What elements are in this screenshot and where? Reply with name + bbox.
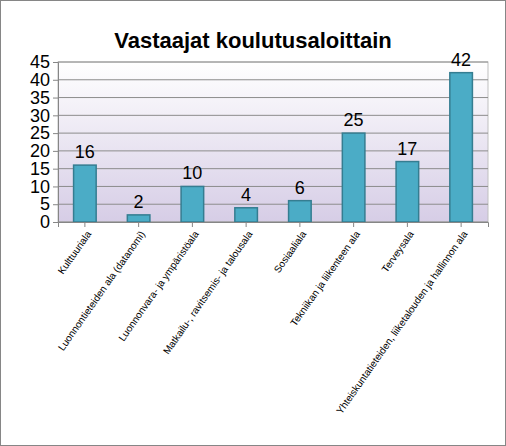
y-tick-label: 0: [40, 212, 50, 232]
y-axis-line: [53, 63, 59, 223]
y-tick-label: 20: [30, 141, 50, 161]
y-tick: 15: [30, 159, 58, 179]
data-label: 2: [134, 192, 144, 212]
bar: [235, 208, 258, 222]
bar: [450, 73, 473, 222]
y-tick-label: 5: [40, 194, 50, 214]
grid-line: [58, 133, 488, 134]
bar: [181, 186, 204, 222]
bar: [74, 165, 97, 222]
x-tick-label: Terveysala: [379, 228, 416, 274]
y-tick-mark: [53, 133, 58, 134]
y-tick-label: 10: [30, 177, 50, 197]
x-tick-label: Luonnontieteiden ala (datanomi): [56, 229, 147, 353]
y-tick-label: 30: [30, 106, 50, 126]
y-tick-mark: [53, 222, 58, 223]
data-label: 10: [182, 163, 202, 183]
y-tick-mark: [53, 186, 58, 187]
y-tick-label: 25: [30, 123, 50, 143]
x-tick-mark: [192, 222, 193, 227]
x-tick-mark: [246, 222, 247, 227]
y-tick-mark: [53, 204, 58, 205]
x-tick: Yhteiskuntatieteiden, liiketalouden ja h…: [334, 222, 470, 416]
x-axis-line: [59, 223, 489, 228]
data-label: 4: [241, 185, 251, 205]
x-tick-label: Tekniikan ja liikenteen ala: [288, 228, 362, 328]
data-label: 25: [344, 110, 364, 130]
grid: [58, 62, 488, 222]
x-tick: Tekniikan ja liikenteen ala: [288, 222, 362, 328]
bar: [127, 215, 150, 222]
y-tick-label: 15: [30, 159, 50, 179]
title: Vastaajat koulutusaloittain: [114, 28, 392, 53]
data-label: 16: [75, 142, 95, 162]
bar: [342, 133, 365, 222]
x-tick-mark: [299, 222, 300, 227]
y-tick-mark: [53, 98, 58, 99]
grid-line: [58, 62, 488, 63]
x-tick-mark: [461, 222, 462, 227]
y-tick: 40: [30, 70, 58, 90]
x-tick-label: Sosiaaliala: [272, 228, 309, 274]
bars: [74, 73, 473, 222]
y-tick: 20: [30, 141, 58, 161]
grid-line: [58, 97, 488, 98]
y-axis: 051015202530354045: [30, 52, 59, 232]
y-tick: 35: [30, 88, 58, 108]
y-tick: 45: [30, 52, 58, 72]
y-tick: 10: [30, 177, 58, 197]
x-tick-mark: [138, 222, 139, 227]
data-label: 17: [397, 139, 417, 159]
y-tick: 30: [30, 106, 58, 126]
grid-line: [58, 115, 488, 116]
grid-line: [58, 168, 488, 169]
x-tick: Kulttuuriala: [56, 222, 94, 276]
grid-line: [58, 204, 488, 205]
y-tick-mark: [53, 80, 58, 81]
x-tick-mark: [407, 222, 408, 227]
x-tick-mark: [84, 222, 85, 227]
bar: [396, 162, 419, 222]
y-tick-mark: [53, 169, 58, 170]
x-tick-label: Kulttuuriala: [56, 228, 94, 276]
y-tick-mark: [53, 62, 58, 63]
grid-line: [58, 150, 488, 151]
x-tick: Terveysala: [379, 222, 416, 274]
chart-border: [1, 1, 506, 446]
x-tick: Sosiaaliala: [272, 222, 309, 275]
y-tick-mark: [53, 151, 58, 152]
x-tick: Luonnontieteiden ala (datanomi): [56, 222, 147, 353]
y-tick-label: 45: [30, 52, 50, 72]
y-tick-mark: [53, 115, 58, 116]
y-tick: 25: [30, 123, 58, 143]
grid-line: [58, 79, 488, 80]
y-tick: 0: [40, 212, 58, 232]
y-tick-label: 35: [30, 88, 50, 108]
x-axis: KulttuurialaLuonnontieteiden ala (datano…: [56, 222, 489, 416]
y-tick: 5: [40, 194, 58, 214]
y-tick-label: 40: [30, 70, 50, 90]
x-tick: Matkailu-, ravitsemis- ja talousala: [161, 222, 255, 356]
grid-line: [58, 186, 488, 187]
data-labels: 16 2 10 4 6 25 17 42: [75, 50, 471, 212]
data-label: 6: [295, 178, 305, 198]
bar: [289, 201, 312, 222]
plot-area: [58, 62, 488, 222]
chart: Vastaajat koulutusaloittain0510152025303…: [0, 0, 506, 446]
x-tick-label: Matkailu-, ravitsemis- ja talousala: [161, 228, 255, 356]
x-tick-label: Yhteiskuntatieteiden, liiketalouden ja h…: [334, 228, 470, 415]
plot: 051015202530354045KulttuurialaLuonnontie…: [30, 50, 489, 416]
x-tick-mark: [353, 222, 354, 227]
data-label: 42: [451, 50, 471, 70]
